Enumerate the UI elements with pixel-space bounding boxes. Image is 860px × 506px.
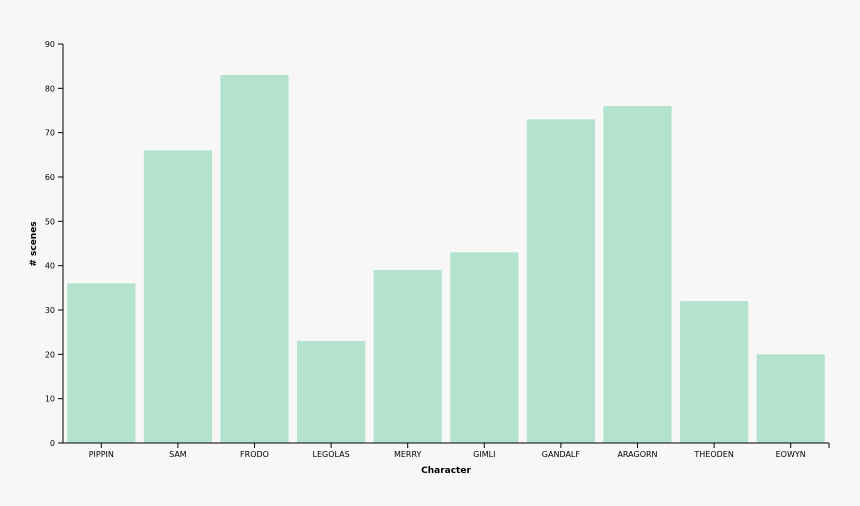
y-tick-label: 30	[45, 306, 55, 315]
bar	[756, 354, 825, 443]
y-tick-label: 90	[45, 40, 55, 49]
y-tick-label: 40	[45, 262, 55, 271]
y-tick-label: 80	[45, 84, 55, 93]
y-axis-title: # scenes	[29, 221, 39, 266]
x-tick-label: THEODEN	[693, 450, 733, 459]
x-axis-title: Character	[421, 466, 471, 476]
x-tick-label: MERRY	[394, 450, 422, 459]
bar	[67, 283, 136, 443]
bar	[680, 301, 749, 443]
x-tick-label: LEGOLAS	[312, 450, 349, 459]
x-tick-label: SAM	[169, 450, 187, 459]
bar	[603, 106, 672, 444]
bar	[297, 341, 366, 443]
x-tick-label: PIPPIN	[89, 450, 114, 459]
y-tick-label: 50	[45, 217, 55, 226]
y-tick-label: 10	[45, 395, 55, 404]
bar	[450, 252, 519, 443]
x-tick-label: FRODO	[240, 450, 269, 459]
x-tick-label: GANDALF	[542, 450, 581, 459]
bar	[143, 150, 212, 443]
y-tick-label: 60	[45, 173, 55, 182]
bar	[526, 119, 595, 443]
x-tick-label: EOWYN	[776, 450, 806, 459]
y-tick-label: 0	[50, 439, 55, 448]
y-tick-label: 70	[45, 129, 55, 138]
bar	[373, 270, 442, 443]
x-tick-label: ARAGORN	[617, 450, 657, 459]
x-tick-label: GIMLI	[473, 450, 495, 459]
y-tick-label: 20	[45, 350, 55, 359]
bar	[220, 75, 289, 444]
